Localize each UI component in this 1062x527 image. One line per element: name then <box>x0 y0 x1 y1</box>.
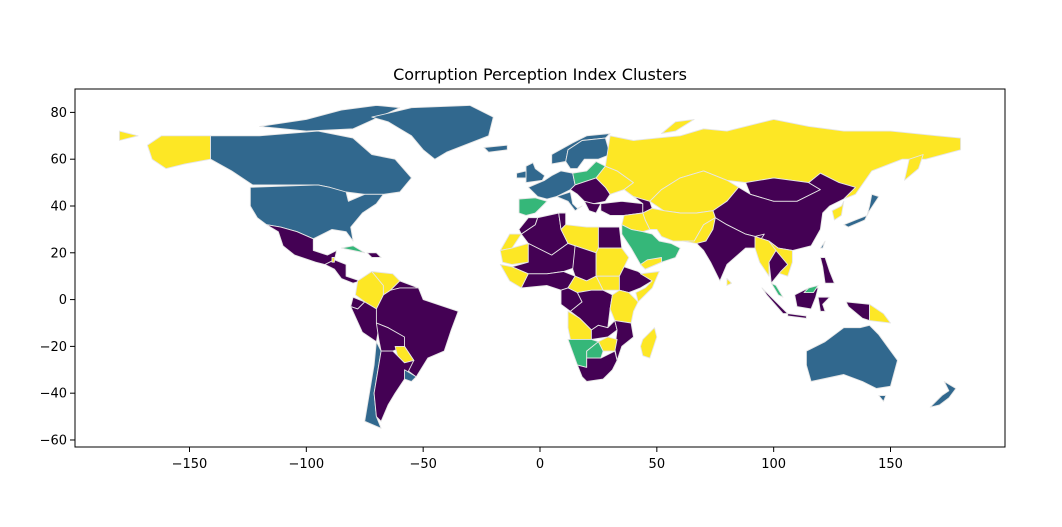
region-central-america <box>324 259 361 284</box>
region-greenland <box>371 104 494 160</box>
x-axis: −150 −100 −50 0 50 100 150 <box>172 447 903 472</box>
x-tick-label: −50 <box>409 457 436 472</box>
region-east-africa <box>609 289 639 324</box>
y-tick-label: 20 <box>50 246 67 261</box>
region-java <box>787 313 807 319</box>
region-madagascar <box>640 327 658 359</box>
x-tick-label: 100 <box>761 457 786 472</box>
region-arabian-peninsula <box>621 224 681 270</box>
region-chukotka <box>118 130 139 141</box>
y-tick-label: −40 <box>40 387 67 402</box>
region-somalia <box>635 271 660 303</box>
y-tick-label: −60 <box>40 433 67 448</box>
x-tick-label: −100 <box>288 457 324 472</box>
region-peru <box>350 301 380 343</box>
region-sri-lanka <box>726 278 733 286</box>
x-tick-label: 50 <box>649 457 666 472</box>
region-ireland <box>516 170 527 179</box>
region-iceland <box>483 144 508 153</box>
region-sumatra <box>761 287 789 315</box>
y-tick-label: −20 <box>40 340 67 355</box>
region-uk <box>525 162 546 184</box>
region-australia <box>805 324 898 389</box>
region-balkans <box>583 200 602 214</box>
region-italy <box>555 191 583 212</box>
y-tick-label: 80 <box>50 106 67 121</box>
region-ethiopia <box>618 266 653 294</box>
region-thailand <box>768 250 789 284</box>
region-taiwan <box>819 240 826 249</box>
region-sulawesi <box>817 296 831 312</box>
map-title: Corruption Perception Index Clusters <box>393 65 687 84</box>
region-malaya <box>770 282 784 298</box>
region-philippines <box>819 257 835 284</box>
x-tick-label: −150 <box>172 457 208 472</box>
x-tick-label: 0 <box>536 457 544 472</box>
region-uruguay <box>404 369 417 382</box>
region-turkey <box>600 200 644 216</box>
region-canadian-arctic-islands <box>259 104 401 132</box>
y-tick-label: 40 <box>50 199 67 214</box>
region-mozambique-malawi <box>614 320 634 361</box>
region-mexico <box>266 224 338 265</box>
region-new-guinea <box>845 301 870 322</box>
region-egypt <box>597 226 623 249</box>
map-countries <box>118 104 962 429</box>
region-korea <box>831 200 845 221</box>
region-new-zealand <box>929 381 957 408</box>
region-argentina <box>373 350 415 422</box>
region-iberia <box>518 197 548 216</box>
region-india <box>696 217 765 282</box>
region-south-africa <box>576 350 618 382</box>
y-tick-label: 60 <box>50 153 67 168</box>
region-botswana <box>586 341 604 359</box>
region-hispaniola <box>366 252 382 258</box>
region-kamchatka <box>904 154 924 181</box>
y-tick-label: 0 <box>59 293 67 308</box>
x-tick-label: 150 <box>878 457 903 472</box>
region-north-borneo <box>803 285 819 294</box>
region-tasmania <box>878 395 887 402</box>
y-axis: −60 −40 −20 0 20 40 60 80 <box>40 106 75 448</box>
region-yemen <box>640 257 662 270</box>
region-alaska <box>146 135 211 170</box>
region-belize <box>331 257 335 263</box>
region-papua-new-guinea <box>869 303 891 324</box>
region-sweden-finland <box>565 137 611 170</box>
region-gulf-of-guinea <box>520 271 576 291</box>
region-novaya-zemlya <box>661 118 695 134</box>
region-cuba <box>340 245 366 254</box>
region-japan <box>843 193 880 228</box>
